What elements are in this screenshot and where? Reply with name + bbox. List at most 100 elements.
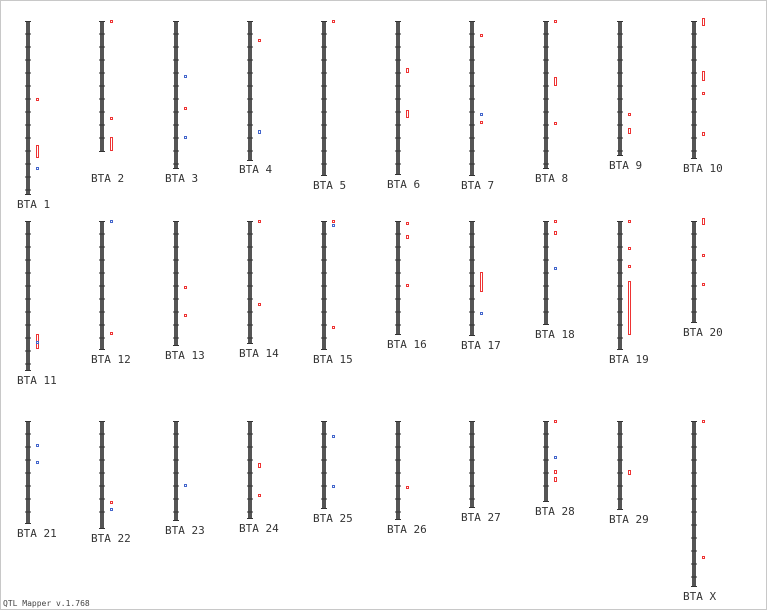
qtl-marker: [258, 220, 261, 223]
chromosome-label: BTA 17: [461, 339, 501, 352]
qtl-marker: [702, 71, 705, 81]
chromosome-label: BTA 25: [313, 512, 353, 525]
qtl-marker: [480, 34, 483, 37]
chromosome-label: BTA 18: [535, 328, 575, 341]
qtl-marker: [702, 132, 705, 136]
qtl-marker: [702, 218, 705, 225]
chromosome-label: BTA 4: [239, 163, 272, 176]
qtl-marker: [480, 121, 483, 124]
chromosome-label: BTA 3: [165, 172, 198, 185]
qtl-marker: [332, 220, 335, 223]
qtl-marker: [554, 477, 557, 482]
chromosome-label: BTA 23: [165, 524, 205, 537]
chromosome: [692, 221, 696, 323]
qtl-marker: [184, 484, 187, 487]
chromosome-label: BTA 9: [609, 159, 642, 172]
chromosome-label: BTA 13: [165, 349, 205, 362]
chromosome: [248, 421, 252, 519]
qtl-marker: [258, 463, 261, 468]
qtl-marker: [332, 326, 335, 329]
chromosome-label: BTA 15: [313, 353, 353, 366]
chromosome: [470, 221, 474, 336]
qtl-marker: [258, 130, 261, 134]
qtl-marker: [702, 283, 705, 286]
chromosome: [174, 421, 178, 521]
qtl-marker: [628, 247, 631, 250]
qtl-marker: [406, 222, 409, 225]
chromosome-label: BTA 28: [535, 505, 575, 518]
chromosome: [248, 221, 252, 344]
chromosome-label: BTA 22: [91, 532, 131, 545]
qtl-marker: [554, 77, 557, 86]
qtl-marker: [406, 486, 409, 489]
qtl-marker: [406, 235, 409, 239]
qtl-marker: [628, 265, 631, 268]
qtl-marker: [554, 220, 557, 223]
qtl-marker: [480, 113, 483, 116]
chromosome-label: BTA 11: [17, 374, 57, 387]
chromosome: [618, 421, 622, 510]
qtl-marker: [702, 556, 705, 559]
chromosome: [100, 421, 104, 529]
chromosome: [322, 421, 326, 509]
chromosome-label: BTA 21: [17, 527, 57, 540]
qtl-marker: [554, 20, 557, 23]
chromosome: [396, 221, 400, 335]
chromosome: [174, 221, 178, 346]
qtl-marker: [628, 128, 631, 134]
qtl-marker: [628, 113, 631, 116]
qtl-marker: [36, 461, 39, 464]
chromosome-label: BTA 24: [239, 522, 279, 535]
footer: QTL Mapper v.1.768: [3, 599, 90, 608]
chromosome: [396, 421, 400, 520]
qtl-marker: [480, 272, 483, 292]
chromosome-label: BTA 29: [609, 513, 649, 526]
chromosome-label: BTA 8: [535, 172, 568, 185]
qtl-marker: [110, 220, 113, 223]
chromosome: [692, 21, 696, 159]
qtl-marker: [258, 39, 261, 42]
chromosome: [174, 21, 178, 169]
chromosome-label: BTA 19: [609, 353, 649, 366]
qtl-marker: [406, 68, 409, 73]
chromosome-label: BTA 10: [683, 162, 723, 175]
qtl-marker: [184, 314, 187, 317]
chromosome-label: BTA 2: [91, 172, 124, 185]
chromosome-label: BTA 6: [387, 178, 420, 191]
qtl-marker: [480, 312, 483, 315]
qtl-marker: [110, 501, 113, 504]
qtl-marker: [36, 145, 39, 158]
qtl-marker: [36, 167, 39, 170]
qtl-marker: [628, 220, 631, 223]
qtl-marker: [110, 117, 113, 120]
qtl-marker: [554, 470, 557, 474]
chromosome-label: BTA 16: [387, 338, 427, 351]
qtl-marker: [36, 444, 39, 447]
qtl-marker: [36, 98, 39, 101]
chromosome-label: BTA 26: [387, 523, 427, 536]
qtl-marker: [554, 267, 557, 270]
chromosome: [544, 21, 548, 169]
qtl-marker: [184, 286, 187, 289]
chromosome-label: BTA X: [683, 590, 716, 603]
qtl-marker: [332, 20, 335, 23]
chromosome-label: BTA 1: [17, 198, 50, 211]
chromosome: [396, 21, 400, 175]
qtl-marker: [110, 332, 113, 335]
qtl-marker: [36, 341, 39, 344]
qtl-marker: [702, 420, 705, 423]
qtl-marker: [628, 281, 631, 335]
qtl-marker: [554, 456, 557, 459]
chromosome: [248, 21, 252, 161]
chromosome: [26, 221, 30, 371]
qtl-marker: [184, 136, 187, 139]
qtl-marker: [258, 494, 261, 497]
qtl-marker: [184, 107, 187, 110]
qtl-marker: [702, 92, 705, 95]
chromosome: [470, 421, 474, 508]
qtl-marker: [406, 284, 409, 287]
qtl-marker: [184, 75, 187, 78]
qtl-marker: [110, 508, 113, 511]
